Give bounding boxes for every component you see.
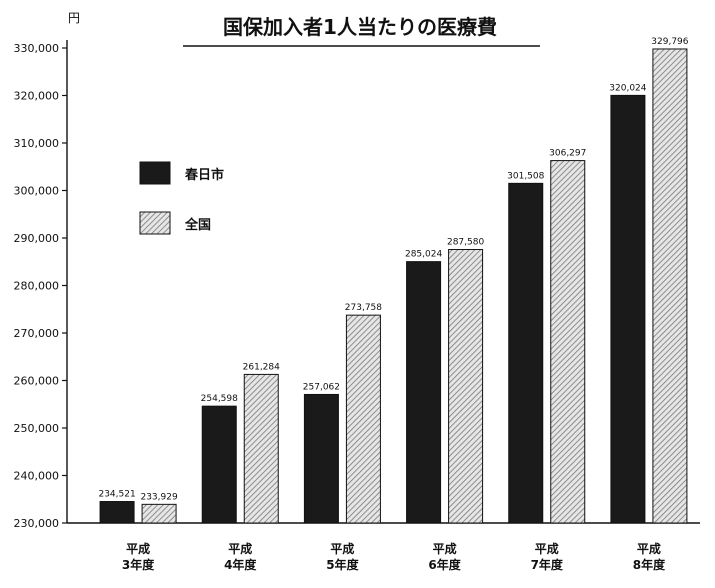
y-tick-label: 290,000 bbox=[14, 232, 60, 245]
x-category-label: 平成 bbox=[126, 541, 150, 556]
bar-kasuga bbox=[406, 261, 442, 524]
data-label: 306,297 bbox=[549, 149, 586, 159]
y-tick-label: 300,000 bbox=[14, 185, 60, 198]
x-category-label: 8年度 bbox=[633, 557, 666, 572]
y-tick-label: 310,000 bbox=[14, 137, 60, 150]
bar-national bbox=[345, 314, 381, 524]
legend-label: 全国 bbox=[184, 217, 211, 233]
y-tick-label: 280,000 bbox=[14, 280, 60, 293]
x-category-label: 平成 bbox=[433, 541, 457, 556]
x-category-label: 7年度 bbox=[531, 557, 564, 572]
bar-national bbox=[550, 160, 586, 524]
y-axis-unit: 円 bbox=[68, 11, 80, 25]
legend-swatch bbox=[139, 211, 171, 235]
y-tick-label: 270,000 bbox=[14, 327, 60, 340]
bar-kasuga bbox=[201, 405, 237, 524]
legend-swatch bbox=[139, 161, 171, 185]
y-tick-label: 260,000 bbox=[14, 375, 60, 388]
data-label: 329,796 bbox=[651, 37, 688, 47]
data-label: 287,580 bbox=[447, 237, 484, 247]
chart-title: 国保加入者1人当たりの医療費 bbox=[223, 15, 497, 39]
data-label: 234,521 bbox=[98, 490, 135, 500]
x-category-label: 4年度 bbox=[224, 557, 257, 572]
data-label: 257,062 bbox=[303, 382, 340, 392]
y-tick-label: 230,000 bbox=[14, 517, 60, 530]
x-category-label: 3年度 bbox=[122, 557, 155, 572]
bar-national bbox=[141, 503, 177, 524]
data-label: 285,024 bbox=[405, 250, 442, 260]
data-label: 273,758 bbox=[345, 303, 382, 313]
x-category-label: 平成 bbox=[535, 541, 559, 556]
bar-national bbox=[243, 373, 279, 524]
x-category-label: 5年度 bbox=[326, 557, 359, 572]
data-label: 301,508 bbox=[507, 171, 544, 181]
y-tick-label: 330,000 bbox=[14, 42, 60, 55]
data-label: 261,284 bbox=[243, 362, 280, 372]
x-category-label: 平成 bbox=[228, 541, 252, 556]
y-tick-label: 240,000 bbox=[14, 470, 60, 483]
bar-kasuga bbox=[610, 94, 646, 524]
bar-kasuga bbox=[508, 182, 544, 524]
y-tick-label: 250,000 bbox=[14, 422, 60, 435]
data-label: 254,598 bbox=[201, 394, 238, 404]
data-label: 320,024 bbox=[609, 83, 646, 93]
x-category-label: 平成 bbox=[330, 541, 354, 556]
bar-national bbox=[448, 248, 484, 524]
data-label: 233,929 bbox=[140, 492, 177, 502]
legend-label: 春日市 bbox=[184, 167, 224, 183]
bar-kasuga bbox=[303, 393, 339, 524]
x-category-label: 平成 bbox=[637, 541, 661, 556]
bar-kasuga bbox=[99, 501, 135, 524]
x-category-label: 6年度 bbox=[428, 557, 461, 572]
bar-national bbox=[652, 48, 688, 524]
y-tick-label: 320,000 bbox=[14, 90, 60, 103]
